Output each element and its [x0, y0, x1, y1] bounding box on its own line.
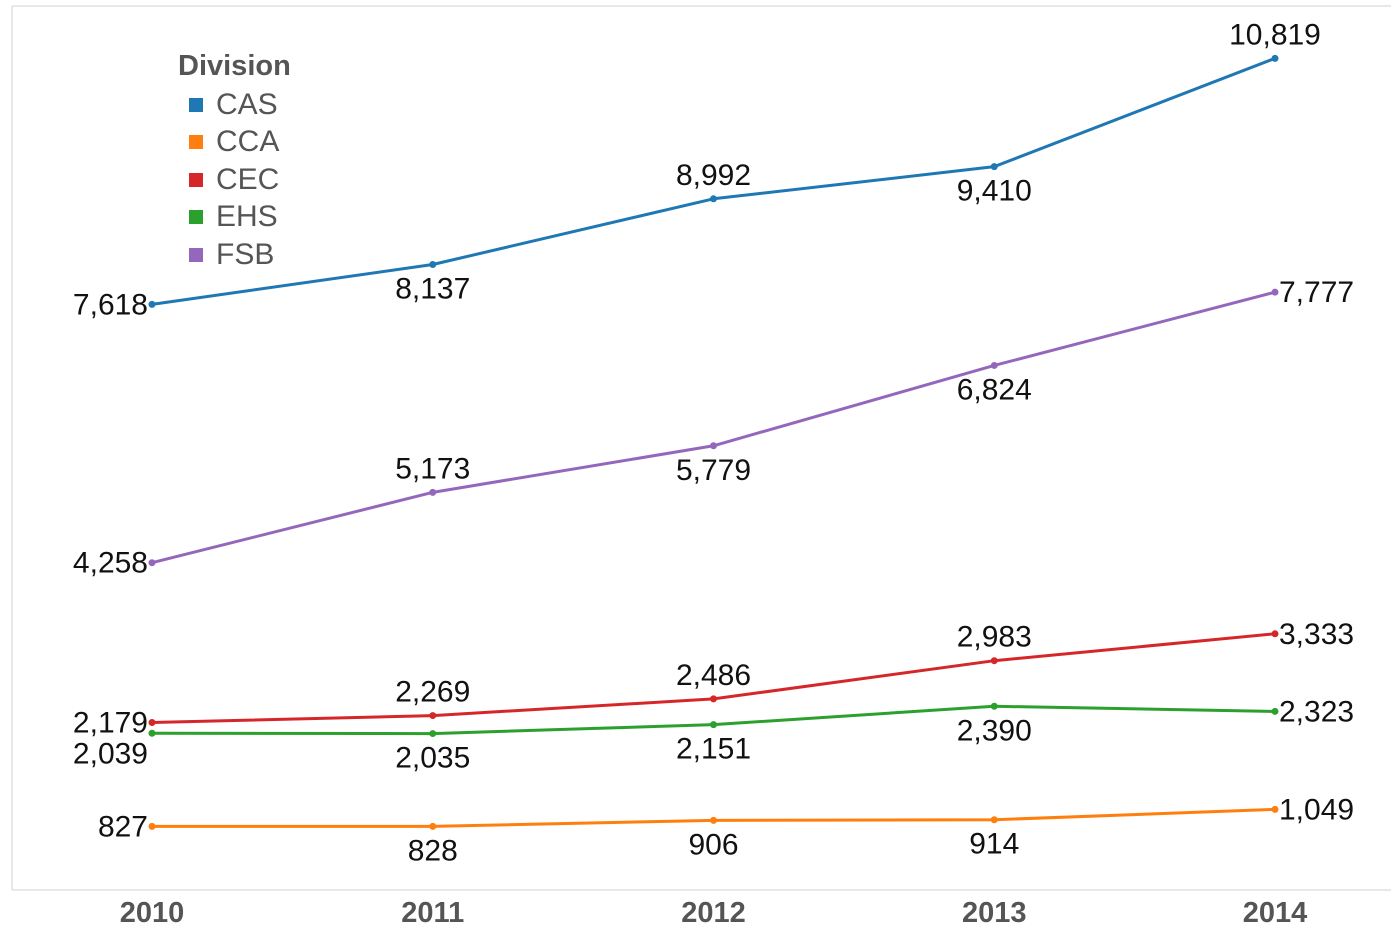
- data-label-cas-2010: 7,618: [73, 288, 148, 321]
- data-point-cca-2014[interactable]: [1271, 805, 1279, 813]
- data-point-cca-2011[interactable]: [429, 822, 437, 830]
- data-point-fsb-2013[interactable]: [990, 361, 998, 369]
- data-label-cas-2012: 8,992: [676, 159, 751, 192]
- data-label-cca-2013: 914: [969, 828, 1019, 861]
- legend-item-fsb[interactable]: FSB: [178, 236, 291, 274]
- data-label-cec-2014: 3,333: [1279, 618, 1354, 651]
- x-tick-label-2013: 2013: [962, 897, 1027, 929]
- data-label-ehs-2013: 2,390: [957, 714, 1032, 747]
- data-label-cas-2014: 10,819: [1229, 18, 1321, 51]
- x-tick-label-2012: 2012: [681, 897, 746, 929]
- data-point-ehs-2013[interactable]: [990, 702, 998, 710]
- data-point-cca-2012[interactable]: [710, 816, 717, 824]
- data-point-cas-2011[interactable]: [429, 261, 437, 269]
- data-label-cca-2011: 828: [408, 834, 458, 867]
- x-tick-label-2014: 2014: [1243, 897, 1308, 929]
- legend-swatch-ehs: [189, 210, 203, 225]
- legend-label-ehs: EHS: [216, 200, 278, 234]
- data-point-cca-2010[interactable]: [148, 822, 156, 830]
- data-label-cec-2011: 2,269: [395, 676, 470, 709]
- data-point-cec-2011[interactable]: [429, 712, 437, 720]
- data-point-ehs-2012[interactable]: [710, 721, 717, 729]
- data-label-cec-2012: 2,486: [676, 659, 751, 692]
- series-line-ehs: [150, 704, 1277, 736]
- data-point-cas-2014[interactable]: [1271, 54, 1279, 62]
- data-label-ehs-2011: 2,035: [395, 742, 470, 775]
- data-point-ehs-2010[interactable]: [148, 729, 156, 737]
- data-label-fsb-2012: 5,779: [676, 454, 751, 487]
- data-point-cas-2013[interactable]: [990, 163, 998, 171]
- data-point-fsb-2014[interactable]: [1271, 288, 1279, 296]
- data-point-fsb-2010[interactable]: [148, 559, 156, 567]
- data-label-cca-2014: 1,049: [1279, 793, 1354, 826]
- data-point-ehs-2011[interactable]: [429, 730, 437, 738]
- legend-item-cca[interactable]: CCA: [178, 124, 291, 162]
- legend-item-cas[interactable]: CAS: [178, 86, 291, 124]
- data-point-cas-2012[interactable]: [710, 195, 717, 203]
- data-label-fsb-2014: 7,777: [1279, 276, 1354, 309]
- data-label-layer: 7,618 8,137 8,992 9,410 10,819 827 828 906 914 1,…: [73, 18, 1354, 867]
- data-point-cec-2013[interactable]: [990, 657, 998, 665]
- legend-item-ehs[interactable]: EHS: [178, 199, 291, 237]
- legend-items: CAS CCA CEC EHS FSB: [178, 86, 291, 274]
- legend-swatch-fsb: [189, 247, 203, 262]
- legend-label-fsb: FSB: [216, 237, 275, 271]
- data-label-fsb-2013: 6,824: [957, 373, 1032, 406]
- data-label-cca-2010: 827: [98, 810, 148, 843]
- legend-label-cas: CAS: [216, 87, 278, 121]
- data-label-cas-2011: 8,137: [395, 273, 470, 306]
- legend-item-cec[interactable]: CEC: [178, 161, 291, 199]
- data-label-ehs-2012: 2,151: [676, 733, 751, 766]
- legend-label-cec: CEC: [216, 162, 280, 196]
- data-label-ehs-2010: 2,039: [73, 737, 148, 770]
- series-line-fsb: [150, 290, 1277, 565]
- data-point-cec-2010[interactable]: [148, 719, 156, 727]
- legend-title: Division: [178, 50, 291, 82]
- x-tick-label-2010: 2010: [120, 897, 185, 929]
- data-label-cas-2013: 9,410: [957, 175, 1032, 208]
- series-layer: [148, 54, 1279, 830]
- data-label-cca-2012: 906: [688, 828, 738, 861]
- data-point-cec-2014[interactable]: [1271, 630, 1279, 638]
- data-point-cas-2010[interactable]: [148, 300, 156, 308]
- data-point-fsb-2011[interactable]: [429, 488, 437, 496]
- data-point-cca-2013[interactable]: [990, 816, 998, 824]
- data-point-cec-2012[interactable]: [710, 695, 717, 703]
- legend-swatch-cec: [189, 172, 203, 187]
- legend-swatch-cas: [189, 97, 203, 112]
- data-point-fsb-2012[interactable]: [710, 442, 717, 450]
- x-tick-layer: 2010 2011 2012 2013 2014: [120, 897, 1308, 929]
- data-label-cec-2010: 2,179: [73, 707, 148, 740]
- data-label-fsb-2010: 4,258: [73, 547, 148, 580]
- x-tick-label-2011: 2011: [401, 897, 464, 929]
- legend-swatch-cca: [189, 135, 203, 150]
- legend: Division CAS CCA CEC EHS FSB: [178, 50, 291, 274]
- data-label-cec-2013: 2,983: [957, 621, 1032, 654]
- data-label-ehs-2014: 2,323: [1279, 695, 1354, 728]
- data-point-ehs-2014[interactable]: [1271, 707, 1279, 715]
- legend-label-cca: CCA: [216, 125, 280, 159]
- data-label-fsb-2011: 5,173: [395, 452, 470, 485]
